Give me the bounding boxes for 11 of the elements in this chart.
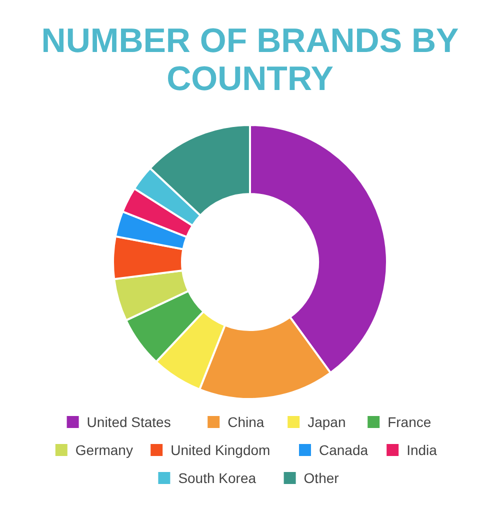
legend-label: Other [304, 470, 340, 486]
chart-title: NUMBER OF BRANDS BY COUNTRY [41, 22, 460, 98]
legend-label: United Kingdom [170, 442, 270, 458]
legend-label: Japan [308, 414, 346, 430]
legend-label: South Korea [178, 470, 256, 486]
legend-label: India [406, 442, 438, 458]
legend-label: China [228, 414, 264, 430]
legend-label: France [388, 414, 432, 430]
legend-label: Germany [75, 442, 133, 458]
legend-label: Canada [319, 442, 368, 458]
legend-label: United States [86, 414, 171, 430]
